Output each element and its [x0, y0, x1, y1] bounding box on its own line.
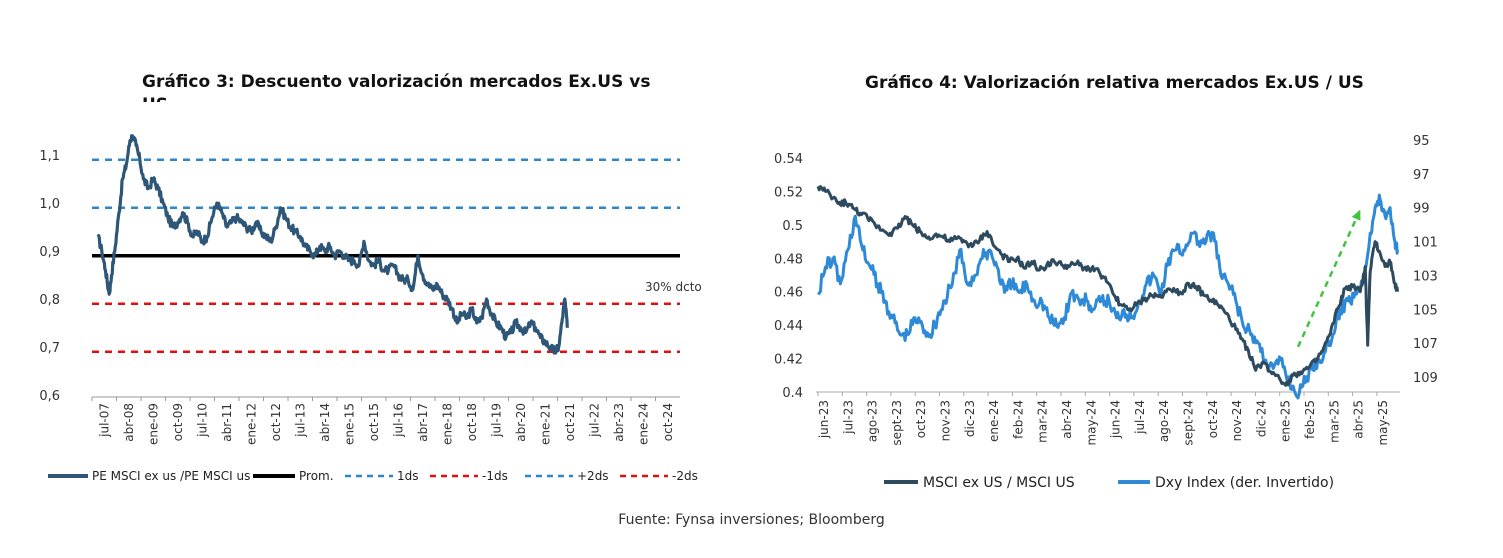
x-tick-label: oct-15: [367, 403, 381, 441]
x-tick-label: mar-25: [1327, 400, 1341, 443]
x-tick-label: oct-21: [563, 403, 577, 441]
series-line-msci-ratio: [816, 185, 1399, 387]
y-tick-label: 0.52: [774, 185, 803, 200]
chart-4-title: Gráfico 4: Valorización relativa mercado…: [865, 73, 1364, 93]
x-tick-label: jul-07: [97, 403, 111, 438]
series-line-dxy-index: [817, 193, 1399, 400]
x-tick-label: oct-23: [914, 400, 928, 438]
x-tick-label: ene-24: [987, 400, 1001, 442]
x-tick-label: dic-23: [963, 400, 977, 437]
legend-label: +2ds: [577, 469, 609, 483]
x-tick-label: oct-24: [1206, 400, 1220, 438]
x-tick-label: abr-17: [416, 403, 430, 442]
x-tick-label: ene-09: [146, 403, 160, 445]
x-tick-label: ene-18: [440, 403, 454, 445]
y2-tick-label: 99: [1413, 202, 1430, 217]
y-tick-label: 0.44: [774, 319, 803, 334]
y2-tick-label: 103: [1413, 269, 1438, 284]
x-tick-label: nov-24: [1230, 400, 1244, 441]
x-tick-label: abr-14: [318, 403, 332, 442]
y2-tick-label: 107: [1413, 337, 1438, 352]
y-tick-label: 0.4: [782, 386, 803, 401]
x-tick-label: oct-09: [171, 403, 185, 441]
y-tick-label: 0,6: [39, 389, 60, 404]
legend-label: -1ds: [482, 469, 508, 483]
legend-label: PE MSCI ex us /PE MSCI us: [92, 469, 250, 483]
chart-3-plot: 0,6 0,7 0,8 0,9 1,0 1,1 jul-07 abr-08 ene-09 oct-…: [39, 134, 702, 483]
legend-label: MSCI ex US / MSCI US: [923, 475, 1075, 491]
y-tick-label: 0,8: [39, 293, 60, 308]
legend-label: -2ds: [672, 469, 698, 483]
y-tick-label: 0.54: [774, 152, 803, 167]
x-tick-label: ene-12: [244, 403, 258, 445]
legend-label: Prom.: [299, 469, 334, 483]
y-tick-label: 0.42: [774, 353, 803, 368]
source-note: Fuente: Fynsa inversiones; Bloomberg: [618, 512, 885, 528]
x-tick-label: jul-24: [1133, 400, 1147, 435]
y-tick-label: 0,9: [39, 245, 60, 260]
x-tick-label: oct-18: [465, 403, 479, 441]
x-tick-label: ene-15: [342, 403, 356, 445]
x-tick-label: oct-24: [661, 403, 675, 441]
x-tick-label: may-25: [1376, 400, 1390, 446]
x-tick-label: ene-21: [538, 403, 552, 445]
x-tick-label: ene-25: [1279, 400, 1293, 442]
y2-tick-label: 109: [1413, 371, 1438, 386]
y-tick-label: 1,0: [39, 197, 60, 212]
x-tick-label: dic-24: [1254, 400, 1268, 437]
x-tick-label: abr-25: [1352, 400, 1366, 439]
chart-4-plot: 0.54 0.52 0.5 0.48 0.46 0.44 0.42 0.4 95 97 99 101 1…: [774, 134, 1438, 491]
x-tick-label: abr-08: [122, 403, 136, 442]
series-line-pe-msci-ratio: [96, 134, 569, 355]
x-tick-label: jun-24: [1109, 400, 1123, 439]
y2-tick-label: 97: [1413, 168, 1430, 183]
legend-label: Dxy Index (der. Invertido): [1155, 475, 1334, 491]
x-tick-label: mar-24: [1036, 400, 1050, 443]
trend-arrow-head: [1351, 209, 1361, 221]
y-tick-label: 0.46: [774, 286, 803, 301]
x-tick-label: jul-23: [841, 400, 855, 435]
annotation-30-dcto: 30% dcto: [645, 280, 702, 294]
x-tick-label: abr-23: [612, 403, 626, 442]
y2-tick-label: 105: [1413, 303, 1438, 318]
x-tick-label: feb-24: [1011, 400, 1025, 439]
y-tick-label: 0.48: [774, 252, 803, 267]
trend-arrow-line: [1296, 209, 1362, 348]
x-tick-label: jul-22: [587, 403, 601, 438]
x-tick-label: sept-24: [1182, 400, 1196, 446]
x-tick-label: ago-24: [1157, 400, 1171, 442]
x-tick-label: ene-24: [636, 403, 650, 445]
x-tick-label: abr-11: [220, 403, 234, 442]
y-tick-label: 0,7: [39, 341, 60, 356]
x-tick-label: jul-16: [391, 403, 405, 438]
x-tick-label: sept-23: [890, 400, 904, 446]
x-tick-label: ago-23: [866, 400, 880, 442]
chart-3-title: Gráfico 3: Descuento valorización mercad…: [142, 72, 651, 102]
legend-label: 1ds: [397, 469, 419, 483]
x-tick-label: abr-24: [1060, 400, 1074, 439]
y-tick-label: 0.5: [782, 219, 803, 234]
x-tick-label: jul-19: [489, 403, 503, 438]
y2-tick-label: 95: [1413, 134, 1430, 149]
x-tick-label: jun-23: [817, 400, 831, 439]
x-tick-label: jul-10: [195, 403, 209, 438]
x-tick-label: oct-12: [269, 403, 283, 441]
x-tick-label: nov-23: [939, 400, 953, 441]
y-tick-label: 1,1: [39, 149, 60, 164]
x-tick-label: feb-25: [1303, 400, 1317, 439]
x-tick-label: may-24: [1084, 400, 1098, 446]
x-tick-label: abr-20: [514, 403, 528, 442]
x-tick-label: jul-13: [293, 403, 307, 438]
y2-tick-label: 101: [1413, 236, 1438, 251]
